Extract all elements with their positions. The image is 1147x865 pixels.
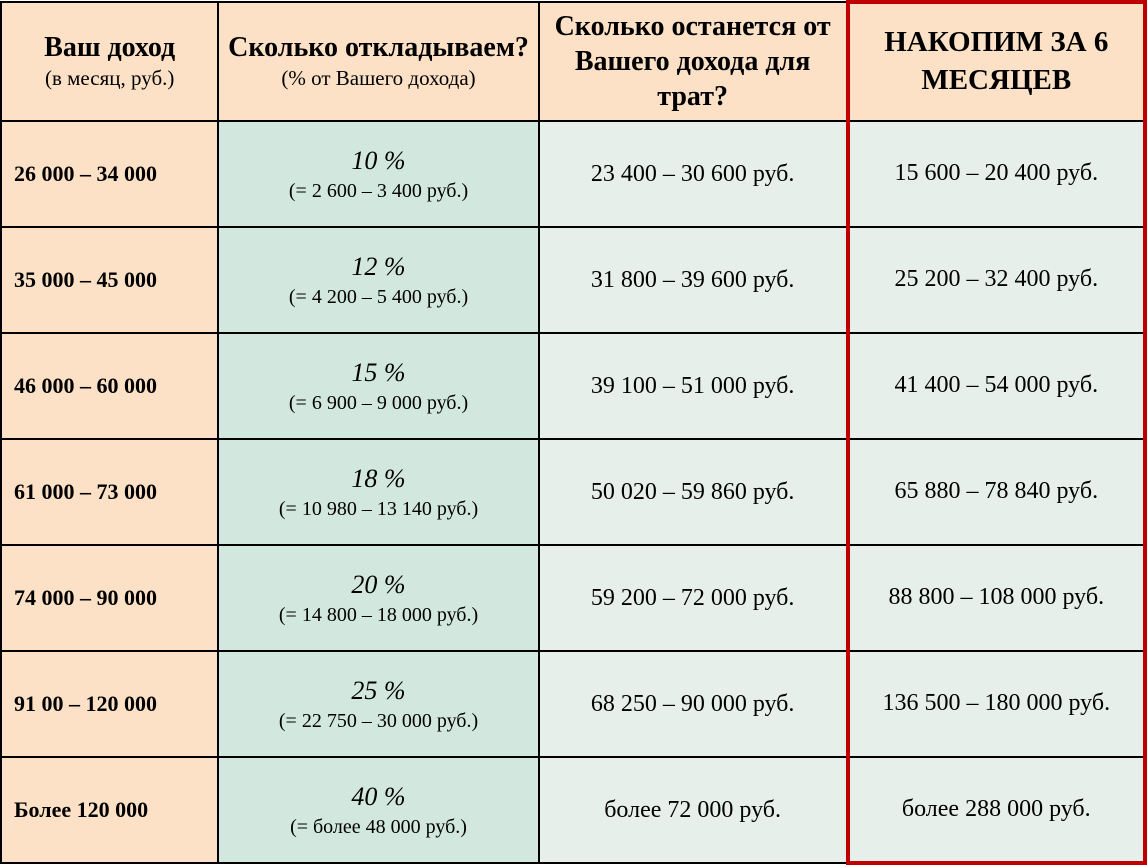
save-cell: 12 % (= 4 200 – 5 400 руб.): [218, 227, 538, 333]
table-row: 91 00 – 120 000 25 % (= 22 750 – 30 000 …: [1, 651, 1145, 757]
accumulate-cell: 25 200 – 32 400 руб.: [848, 227, 1145, 333]
table-row: 35 000 – 45 000 12 % (= 4 200 – 5 400 ру…: [1, 227, 1145, 333]
income-cell: 61 000 – 73 000: [1, 439, 218, 545]
accumulate-cell: 15 600 – 20 400 руб.: [848, 121, 1145, 227]
accumulate-cell: 136 500 – 180 000 руб.: [848, 651, 1145, 757]
save-cell: 20 % (= 14 800 – 18 000 руб.): [218, 545, 538, 651]
remain-cell: 31 800 – 39 600 руб.: [539, 227, 848, 333]
table-row: 26 000 – 34 000 10 % (= 2 600 – 3 400 ру…: [1, 121, 1145, 227]
table-row: 74 000 – 90 000 20 % (= 14 800 – 18 000 …: [1, 545, 1145, 651]
header-remain-text: Сколько останется от Вашего дохода для т…: [544, 9, 842, 114]
save-amount: (= 2 600 – 3 400 руб.): [223, 178, 533, 204]
table-row: 46 000 – 60 000 15 % (= 6 900 – 9 000 ру…: [1, 333, 1145, 439]
save-cell: 18 % (= 10 980 – 13 140 руб.): [218, 439, 538, 545]
income-cell: 91 00 – 120 000: [1, 651, 218, 757]
save-cell: 15 % (= 6 900 – 9 000 руб.): [218, 333, 538, 439]
remain-cell: 39 100 – 51 000 руб.: [539, 333, 848, 439]
save-cell: 40 % (= более 48 000 руб.): [218, 757, 538, 863]
accumulate-cell: 65 880 – 78 840 руб.: [848, 439, 1145, 545]
save-amount: (= 10 980 – 13 140 руб.): [223, 496, 533, 522]
save-amount: (= 22 750 – 30 000 руб.): [223, 708, 533, 734]
savings-table: Ваш доход (в месяц, руб.) Сколько отклад…: [0, 0, 1147, 865]
remain-cell: более 72 000 руб.: [539, 757, 848, 863]
table-body: 26 000 – 34 000 10 % (= 2 600 – 3 400 ру…: [1, 121, 1145, 863]
header-remain: Сколько останется от Вашего дохода для т…: [539, 2, 848, 121]
income-cell: 26 000 – 34 000: [1, 121, 218, 227]
save-amount: (= 6 900 – 9 000 руб.): [223, 390, 533, 416]
save-percent: 15 %: [223, 356, 533, 390]
income-cell: 74 000 – 90 000: [1, 545, 218, 651]
header-income-sub: (в месяц, руб.): [6, 65, 213, 92]
save-percent: 18 %: [223, 462, 533, 496]
header-save-sub: (% от Вашего дохода): [223, 65, 533, 92]
header-income-main: Ваш доход: [6, 30, 213, 65]
remain-cell: 50 020 – 59 860 руб.: [539, 439, 848, 545]
accumulate-cell: 41 400 – 54 000 руб.: [848, 333, 1145, 439]
table-row: Более 120 000 40 % (= более 48 000 руб.)…: [1, 757, 1145, 863]
header-accumulate: НАКОПИМ ЗА 6 МЕСЯЦЕВ: [848, 2, 1145, 121]
income-cell: 46 000 – 60 000: [1, 333, 218, 439]
remain-cell: 23 400 – 30 600 руб.: [539, 121, 848, 227]
accumulate-cell: 88 800 – 108 000 руб.: [848, 545, 1145, 651]
table-row: 61 000 – 73 000 18 % (= 10 980 – 13 140 …: [1, 439, 1145, 545]
save-percent: 12 %: [223, 250, 533, 284]
save-percent: 10 %: [223, 144, 533, 178]
accumulate-cell: более 288 000 руб.: [848, 757, 1145, 863]
save-percent: 25 %: [223, 674, 533, 708]
save-amount: (= 14 800 – 18 000 руб.): [223, 602, 533, 628]
header-accumulate-text: НАКОПИМ ЗА 6 МЕСЯЦЕВ: [854, 24, 1139, 99]
save-percent: 20 %: [223, 568, 533, 602]
save-amount: (= более 48 000 руб.): [223, 814, 533, 840]
remain-cell: 68 250 – 90 000 руб.: [539, 651, 848, 757]
header-income: Ваш доход (в месяц, руб.): [1, 2, 218, 121]
income-cell: 35 000 – 45 000: [1, 227, 218, 333]
header-row: Ваш доход (в месяц, руб.) Сколько отклад…: [1, 2, 1145, 121]
save-cell: 25 % (= 22 750 – 30 000 руб.): [218, 651, 538, 757]
income-cell: Более 120 000: [1, 757, 218, 863]
header-save: Сколько откладываем? (% от Вашего дохода…: [218, 2, 538, 121]
header-save-main: Сколько откладываем?: [223, 30, 533, 65]
remain-cell: 59 200 – 72 000 руб.: [539, 545, 848, 651]
save-amount: (= 4 200 – 5 400 руб.): [223, 284, 533, 310]
save-percent: 40 %: [223, 780, 533, 814]
save-cell: 10 % (= 2 600 – 3 400 руб.): [218, 121, 538, 227]
